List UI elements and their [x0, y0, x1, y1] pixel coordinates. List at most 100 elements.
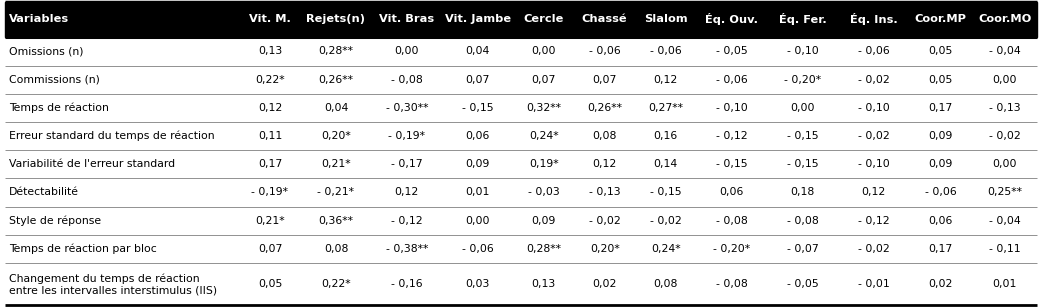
Text: 0,04: 0,04 [324, 103, 348, 113]
Text: 0,02: 0,02 [928, 279, 953, 289]
Text: Coor.MO: Coor.MO [978, 14, 1032, 25]
Text: Détectabilité: Détectabilité [9, 188, 79, 197]
Text: 0,36**: 0,36** [319, 216, 353, 226]
Text: 0,05: 0,05 [928, 46, 953, 56]
Text: - 0,30**: - 0,30** [386, 103, 428, 113]
Text: - 0,06: - 0,06 [716, 75, 747, 85]
Text: - 0,10: - 0,10 [858, 103, 889, 113]
Text: - 0,04: - 0,04 [989, 216, 1021, 226]
Text: 0,05: 0,05 [928, 75, 953, 85]
Text: Éq. Fer.: Éq. Fer. [778, 14, 826, 25]
Text: - 0,12: - 0,12 [716, 131, 747, 141]
Text: 0,20*: 0,20* [590, 244, 620, 254]
Text: - 0,08: - 0,08 [716, 216, 747, 226]
Text: 0,14: 0,14 [653, 159, 678, 169]
Text: 0,13: 0,13 [531, 279, 555, 289]
Text: 0,03: 0,03 [466, 279, 490, 289]
Text: - 0,02: - 0,02 [650, 216, 681, 226]
Text: - 0,06: - 0,06 [650, 46, 681, 56]
Text: 0,28**: 0,28** [526, 244, 562, 254]
Text: - 0,05: - 0,05 [716, 46, 747, 56]
Text: 0,07: 0,07 [466, 75, 490, 85]
Text: - 0,20*: - 0,20* [713, 244, 750, 254]
Text: - 0,06: - 0,06 [462, 244, 494, 254]
Text: - 0,11: - 0,11 [989, 244, 1020, 254]
Text: - 0,19*: - 0,19* [389, 131, 425, 141]
Text: - 0,02: - 0,02 [989, 131, 1021, 141]
Text: - 0,02: - 0,02 [589, 216, 621, 226]
Text: 0,27**: 0,27** [648, 103, 684, 113]
Text: 0,17: 0,17 [928, 244, 953, 254]
Text: 0,28**: 0,28** [319, 46, 353, 56]
Text: 0,18: 0,18 [791, 188, 815, 197]
Text: - 0,15: - 0,15 [787, 131, 818, 141]
Text: - 0,38**: - 0,38** [386, 244, 428, 254]
Text: - 0,16: - 0,16 [391, 279, 423, 289]
Text: - 0,15: - 0,15 [716, 159, 747, 169]
Text: Changement du temps de réaction
entre les intervalles interstimulus (IIS): Changement du temps de réaction entre le… [9, 273, 218, 295]
Text: 0,24*: 0,24* [529, 131, 559, 141]
Text: - 0,06: - 0,06 [589, 46, 621, 56]
Text: Vit. M.: Vit. M. [249, 14, 291, 25]
Text: - 0,15: - 0,15 [650, 188, 681, 197]
Text: 0,01: 0,01 [466, 188, 490, 197]
Text: 0,07: 0,07 [593, 75, 617, 85]
Text: 0,07: 0,07 [531, 75, 555, 85]
Text: - 0,15: - 0,15 [462, 103, 494, 113]
Text: - 0,10: - 0,10 [716, 103, 747, 113]
Text: 0,32**: 0,32** [526, 103, 562, 113]
Text: - 0,08: - 0,08 [787, 216, 818, 226]
Text: 0,09: 0,09 [928, 131, 953, 141]
Text: Variables: Variables [9, 14, 70, 25]
Text: 0,00: 0,00 [531, 46, 555, 56]
Text: 0,12: 0,12 [395, 188, 419, 197]
Text: 0,06: 0,06 [928, 216, 953, 226]
Text: - 0,07: - 0,07 [787, 244, 818, 254]
Text: 0,08: 0,08 [324, 244, 348, 254]
Text: Variabilité de l'erreur standard: Variabilité de l'erreur standard [9, 159, 175, 169]
Text: 0,08: 0,08 [593, 131, 617, 141]
Text: 0,00: 0,00 [993, 159, 1017, 169]
Text: - 0,17: - 0,17 [391, 159, 423, 169]
Text: - 0,15: - 0,15 [787, 159, 818, 169]
Text: 0,12: 0,12 [257, 103, 282, 113]
Text: 0,26**: 0,26** [319, 75, 353, 85]
Text: 0,19*: 0,19* [529, 159, 559, 169]
Text: Style de réponse: Style de réponse [9, 216, 101, 226]
Text: 0,00: 0,00 [466, 216, 490, 226]
Text: 0,22*: 0,22* [321, 279, 351, 289]
Text: Erreur standard du temps de réaction: Erreur standard du temps de réaction [9, 131, 215, 141]
Text: Coor.MP: Coor.MP [915, 14, 967, 25]
Text: 0,12: 0,12 [653, 75, 678, 85]
Text: - 0,08: - 0,08 [716, 279, 747, 289]
Text: 0,02: 0,02 [593, 279, 617, 289]
Text: 0,17: 0,17 [928, 103, 953, 113]
Text: - 0,10: - 0,10 [858, 159, 889, 169]
Text: - 0,06: - 0,06 [925, 188, 957, 197]
Text: Cercle: Cercle [523, 14, 564, 25]
Text: 0,12: 0,12 [862, 188, 886, 197]
Text: Chassé: Chassé [581, 14, 627, 25]
Text: - 0,05: - 0,05 [787, 279, 818, 289]
Text: Vit. Jambe: Vit. Jambe [445, 14, 511, 25]
Text: Omissions (n): Omissions (n) [9, 46, 83, 56]
Text: 0,07: 0,07 [257, 244, 282, 254]
Text: - 0,10: - 0,10 [787, 46, 818, 56]
Text: 0,06: 0,06 [466, 131, 490, 141]
Text: 0,09: 0,09 [466, 159, 490, 169]
Text: 0,01: 0,01 [993, 279, 1017, 289]
Text: 0,00: 0,00 [790, 103, 815, 113]
Text: 0,11: 0,11 [257, 131, 282, 141]
Text: 0,04: 0,04 [466, 46, 490, 56]
Bar [5, 2, 1037, 37]
Text: Temps de réaction: Temps de réaction [9, 103, 109, 113]
Text: - 0,02: - 0,02 [858, 75, 889, 85]
Text: 0,09: 0,09 [928, 159, 953, 169]
Text: - 0,04: - 0,04 [989, 46, 1021, 56]
Text: 0,13: 0,13 [257, 46, 282, 56]
Text: 0,08: 0,08 [653, 279, 678, 289]
Text: 0,17: 0,17 [257, 159, 282, 169]
Text: Vit. Bras: Vit. Bras [379, 14, 435, 25]
Text: 0,05: 0,05 [257, 279, 282, 289]
Text: - 0,12: - 0,12 [391, 216, 423, 226]
